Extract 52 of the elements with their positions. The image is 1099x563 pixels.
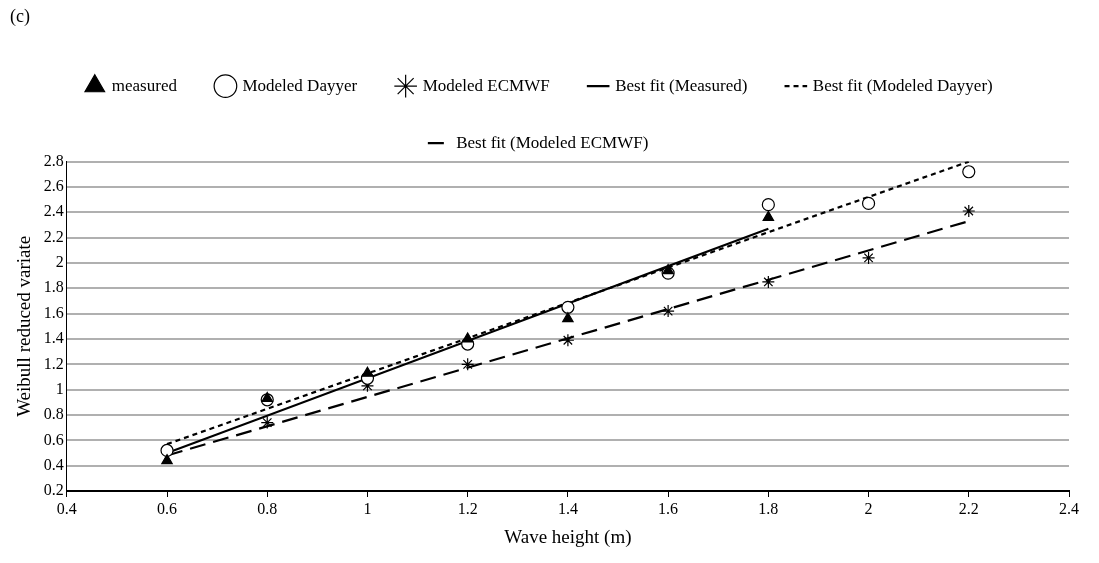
point <box>261 391 274 403</box>
y-tick-label: 0.4 <box>43 455 64 473</box>
x-tick-label: 1.4 <box>557 499 578 517</box>
point <box>562 312 574 323</box>
x-tick-label: 1.6 <box>658 499 679 517</box>
x-tick-label: 2.2 <box>958 499 979 517</box>
point <box>461 357 475 371</box>
y-tick-label: 2.4 <box>43 202 64 220</box>
y-tick-label: 0.2 <box>43 481 64 499</box>
x-tick-label: 1 <box>363 499 372 517</box>
point <box>661 304 675 318</box>
x-axis-title: Wave height (m) <box>504 525 632 548</box>
legend-label: Modeled ECMWF <box>422 75 550 95</box>
point <box>161 453 173 465</box>
point <box>662 263 674 275</box>
point <box>761 275 775 289</box>
legend-label: Best fit (Measured) <box>615 75 748 95</box>
y-tick-label: 2 <box>55 253 64 271</box>
legend-label: Best fit (Modeled Dayyer) <box>812 75 993 95</box>
x-tick-label: 0.8 <box>257 499 278 517</box>
x-tick-label: 2 <box>864 499 873 517</box>
point <box>461 332 474 343</box>
x-tick-label: 2.4 <box>1059 499 1079 517</box>
y-tick-label: 1.8 <box>43 278 64 296</box>
y-tick-label: 1 <box>55 379 64 397</box>
point <box>561 333 575 347</box>
point <box>561 300 575 314</box>
x-tick-label: 1.8 <box>758 499 779 517</box>
point <box>762 210 775 221</box>
y-tick-label: 2.6 <box>43 177 64 195</box>
point <box>160 443 174 458</box>
chart-title: (c) <box>10 5 30 27</box>
legend-label: measured <box>111 75 178 95</box>
y-tick-label: 2.8 <box>43 151 64 169</box>
y-tick-label: 0.8 <box>43 405 64 423</box>
point <box>962 204 976 218</box>
point <box>761 198 775 212</box>
point <box>962 165 976 179</box>
point <box>260 415 274 430</box>
x-tick-label: 0.6 <box>157 499 178 517</box>
y-tick-label: 1.4 <box>43 329 64 347</box>
x-tick-label: 1.2 <box>457 499 478 517</box>
y-tick-label: 0.6 <box>43 430 64 448</box>
legend-label: Modeled Dayyer <box>242 75 358 95</box>
y-tick-label: 1.2 <box>43 354 64 372</box>
point <box>861 196 876 211</box>
legend-label: Best fit (Modeled ECMWF) <box>456 132 649 152</box>
y-tick-label: 2.2 <box>43 227 64 245</box>
point <box>861 251 876 265</box>
point <box>361 366 374 377</box>
y-axis-title: Weibull reduced variate <box>13 235 35 417</box>
y-tick-label: 1.6 <box>43 303 64 321</box>
